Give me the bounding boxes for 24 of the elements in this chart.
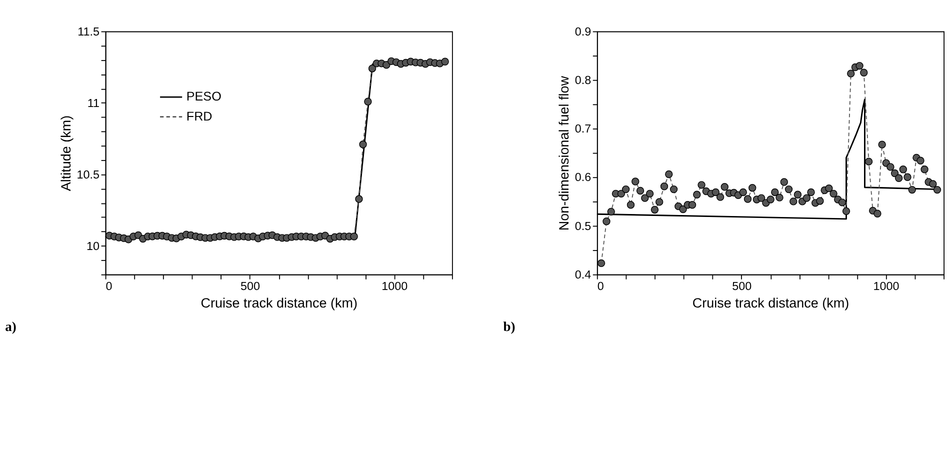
x-tick-label: 1000 <box>382 280 408 294</box>
y-tick-label: 0.8 <box>574 74 592 87</box>
y-tick-label: 0.7 <box>574 122 592 136</box>
y-tick-label: 0.6 <box>574 171 592 184</box>
y-tick-label: 10 <box>86 240 100 253</box>
x-tick-label: 1000 <box>873 280 900 294</box>
x-axis-title: Cruise track distance (km) <box>692 295 850 310</box>
x-axis-title: Cruise track distance (km) <box>200 295 358 310</box>
y-tick-label: 0.4 <box>574 268 592 282</box>
text: a) <box>5 319 16 334</box>
x-tick-label: 0 <box>106 280 113 294</box>
y-tick-label: 0.5 <box>574 220 592 233</box>
y-axis-title: Altitude (km) <box>58 115 74 192</box>
legend-label: PESO <box>186 90 222 104</box>
y-axis-title: Non-dimensional fuel flow <box>556 76 572 231</box>
x-tick-label: 500 <box>240 280 260 294</box>
text: b) <box>503 319 516 334</box>
legend-label: FRD <box>186 109 212 124</box>
y-tick-label: 0.9 <box>574 25 592 38</box>
x-tick-label: 500 <box>732 280 752 294</box>
y-tick-label: 10.5 <box>76 168 100 182</box>
y-tick-label: 11 <box>87 96 100 110</box>
y-tick-label: 11.5 <box>78 25 100 38</box>
x-tick-label: 0 <box>597 280 604 294</box>
